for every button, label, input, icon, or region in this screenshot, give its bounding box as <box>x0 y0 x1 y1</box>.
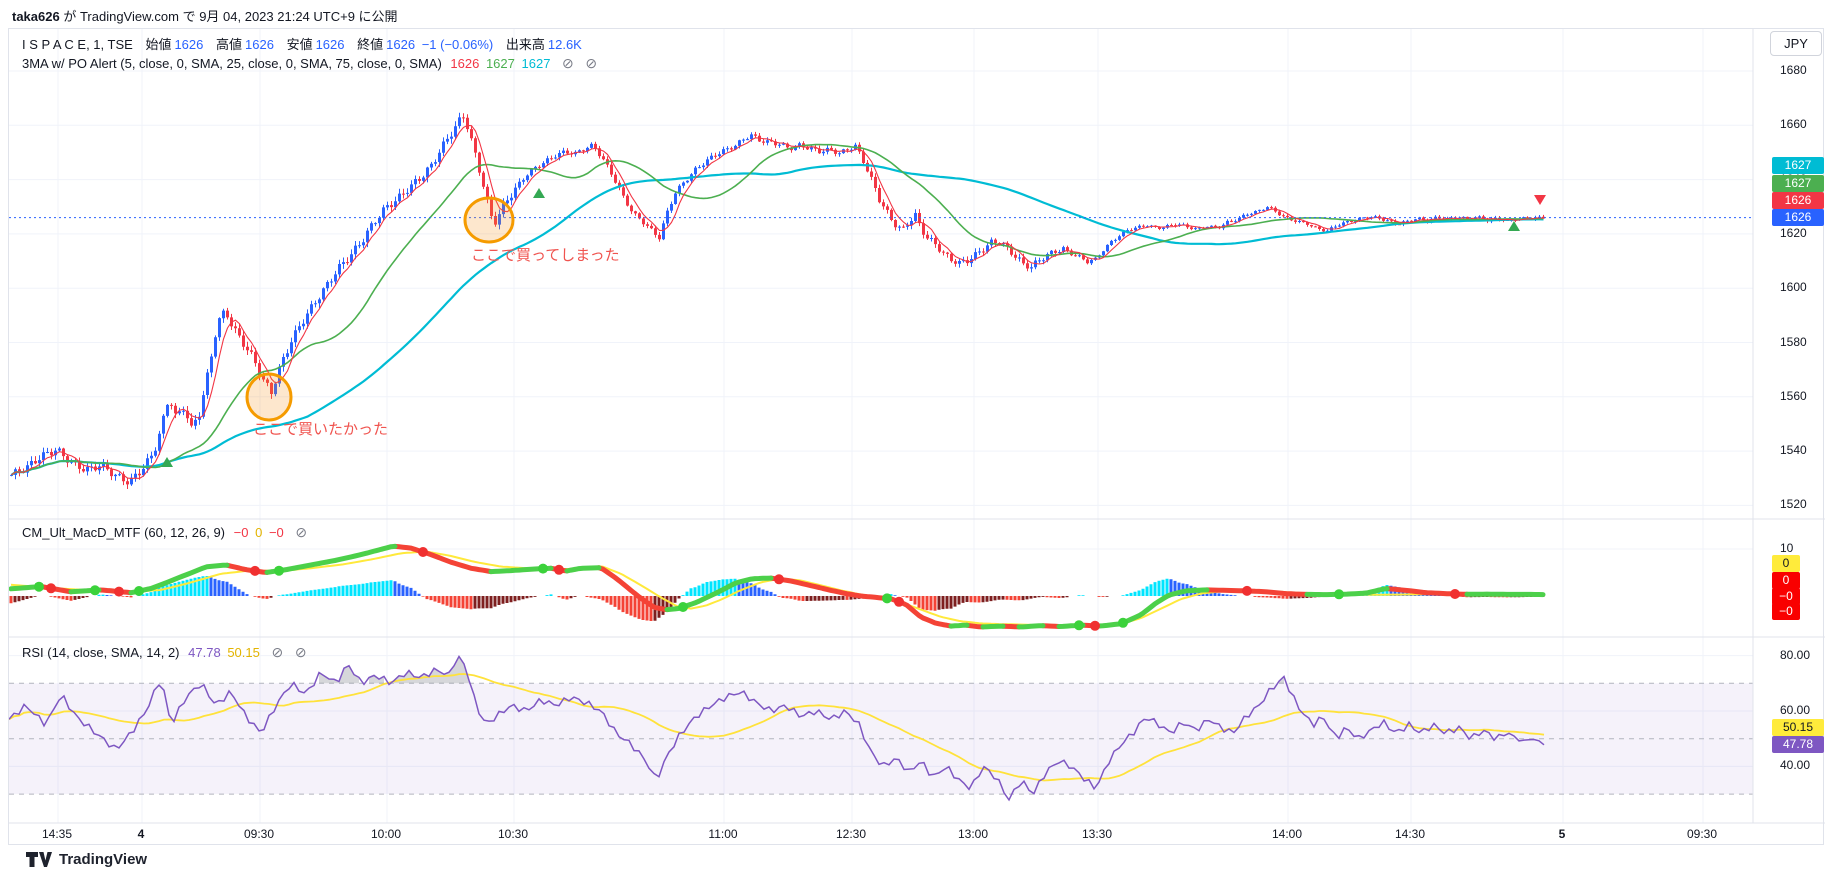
macd-value: −0 <box>233 525 249 540</box>
macd-hist-value: 0 <box>255 525 263 540</box>
macd-cross-dot <box>554 564 564 575</box>
macd-cross-dot <box>1242 585 1252 596</box>
macd-cross-dot <box>894 596 904 607</box>
brand-footer[interactable]: TradingView <box>26 851 147 868</box>
macd-cross-dot <box>418 547 428 557</box>
symbol-legend-row: I S P A C E, 1, TSE 始値 1626 高値 1626 安値 1626… <box>22 34 582 53</box>
rsi-overbought-fill <box>369 675 384 684</box>
ma5-value: 1626 <box>450 56 480 71</box>
macd-cross-dot <box>1450 589 1460 599</box>
macd-cross-dot <box>250 565 260 576</box>
annotation-text: ここで買ってしまった <box>471 247 620 264</box>
ma5-line <box>11 124 1544 479</box>
change-value: −1 (−0.06%) <box>421 37 494 52</box>
open-value: 1626 <box>174 37 204 52</box>
eye-off-icon[interactable]: ⊘ <box>271 644 284 660</box>
high-label: 高値 <box>216 37 243 52</box>
macd-cross-dot <box>34 581 44 592</box>
macd-signal-value: −0 <box>268 525 284 540</box>
rsi-pane <box>9 654 1753 802</box>
macd-cross-dot <box>1118 617 1128 628</box>
ma-legend-row: 3MA w/ PO Alert (5, close, 0, SMA, 25, c… <box>22 55 597 72</box>
rsi-ma-value: 50.15 <box>227 645 260 660</box>
caption-text-1: が <box>59 9 80 24</box>
macd-cross-dot <box>538 563 548 574</box>
site-link[interactable]: TradingView.com <box>79 9 179 24</box>
highlight-circle <box>463 196 515 244</box>
gridlines <box>9 29 1753 823</box>
macd-line-up <box>9 543 1546 630</box>
volume-value: 12.6K <box>547 37 582 52</box>
rsi-overbought-fill <box>319 665 359 684</box>
chart-frame: ここで買ってしまったここで買いたかった <box>8 28 1825 846</box>
close-value: 1626 <box>386 37 416 52</box>
currency-button[interactable]: JPY <box>1770 31 1822 56</box>
publish-caption: taka626 が TradingView.com で 9月 04, 2023 … <box>12 6 398 25</box>
rsi-ma-line <box>9 673 1545 782</box>
macd-cross-dot <box>134 586 144 596</box>
rsi-overbought-fill <box>394 656 469 684</box>
eye-off-icon[interactable]: ⊘ <box>294 644 307 660</box>
macd-cross-dot <box>1090 620 1100 631</box>
ma75-line <box>10 163 1544 476</box>
macd-indicator-title[interactable]: CM_Ult_MacD_MTF (60, 12, 26, 9) <box>22 525 226 540</box>
price-axis[interactable] <box>1753 28 1824 822</box>
low-value: 1626 <box>315 37 345 52</box>
eye-off-icon[interactable]: ⊘ <box>585 55 598 71</box>
macd-signal-line <box>10 550 1544 627</box>
annotation-text: ここで買いたかった <box>253 421 388 438</box>
eye-off-icon[interactable]: ⊘ <box>295 524 308 540</box>
caption-text-2: で <box>178 9 200 24</box>
low-label: 安値 <box>286 37 313 52</box>
macd-cross-dot <box>90 585 100 596</box>
macd-cross-dot <box>678 602 688 612</box>
brand-name: TradingView <box>59 851 148 868</box>
buy-marker-icon <box>1508 221 1520 231</box>
open-label: 始値 <box>145 37 172 52</box>
buy-marker-icon <box>161 457 173 467</box>
ma25-value: 1627 <box>485 56 515 71</box>
macd-cross-dot <box>1074 620 1084 631</box>
volume-label: 出来高 <box>505 37 545 52</box>
sell-marker-icon <box>1534 195 1546 205</box>
close-label: 終値 <box>357 37 384 52</box>
macd-pane <box>9 543 1546 631</box>
rsi-value: 47.78 <box>188 645 221 660</box>
macd-line-down <box>36 543 1470 630</box>
publish-date: 9月 04, 2023 21:24 UTC+9 <box>199 9 355 24</box>
macd-cross-dot <box>274 565 284 576</box>
time-axis[interactable] <box>8 822 1824 845</box>
macd-cross-dot <box>46 583 56 594</box>
macd-cross-dot <box>114 586 124 597</box>
macd-cross-dot <box>882 593 892 604</box>
high-value: 1626 <box>245 37 274 52</box>
rsi-line <box>9 654 1545 802</box>
ma-indicator-title[interactable]: 3MA w/ PO Alert (5, close, 0, SMA, 25, c… <box>22 56 442 71</box>
pane-separators <box>9 29 1825 824</box>
ma25-line <box>11 143 1544 476</box>
rsi-legend-row: RSI (14, close, SMA, 14, 2) 47.78 50.15 … <box>22 644 307 661</box>
rsi-indicator-title[interactable]: RSI (14, close, SMA, 14, 2) <box>22 645 180 660</box>
macd-cross-dot <box>1334 589 1344 600</box>
author-link[interactable]: taka626 <box>12 9 60 24</box>
eye-off-icon[interactable]: ⊘ <box>562 55 574 71</box>
macd-legend-row: CM_Ult_MacD_MTF (60, 12, 26, 9) −0 0 −0 … <box>22 524 307 541</box>
ma75-value: 1627 <box>521 56 551 71</box>
macd-cross-dot <box>774 574 784 585</box>
symbol-title[interactable]: I S P A C E, 1, TSE <box>22 37 133 52</box>
caption-text-3: に公開 <box>354 9 398 24</box>
highlight-circle <box>245 372 293 422</box>
tradingview-logo-icon <box>26 852 52 867</box>
buy-marker-icon <box>533 188 545 198</box>
